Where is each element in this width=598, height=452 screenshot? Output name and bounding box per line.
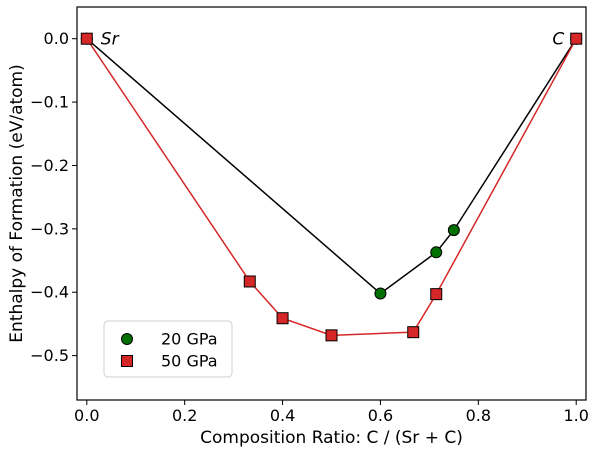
- endpoint-label-1: C: [552, 30, 564, 50]
- ticks-layer: 0.0 0.2 0.4 0.6 0.8 1.0 0.0 −0.1 −0.2 −0.3 −0.4 −0.…: [30, 29, 589, 425]
- legend-label-1: 50 GPa: [161, 352, 218, 371]
- data-point-1-0: [80, 32, 93, 45]
- legend-marker-0: [121, 333, 133, 345]
- legend-box: [103, 320, 233, 378]
- x-tick-label: 0.4: [270, 406, 295, 425]
- x-tick-label: 0.0: [74, 406, 99, 425]
- data-point-0-2: [430, 246, 443, 259]
- series-line-0: [86, 38, 577, 295]
- x-tick-label: 1.0: [563, 406, 588, 425]
- data-point-1-3: [325, 329, 338, 342]
- data-point-1-5: [430, 288, 443, 301]
- y-tick-label: −0.2: [30, 156, 69, 175]
- data-point-1-1: [243, 275, 256, 288]
- y-tick-label: 0.0: [44, 29, 69, 48]
- data-point-0-3: [447, 224, 460, 237]
- y-axis-label: Enthalpy of Formation (eV/atom): [7, 64, 27, 342]
- endpoint-label-0: Sr: [101, 30, 120, 50]
- x-tick-label: 0.2: [172, 406, 197, 425]
- legend: 20 GPa 50 GPa: [103, 320, 233, 378]
- y-tick-label: −0.3: [30, 219, 69, 238]
- data-point-1-6: [570, 32, 583, 45]
- y-tick-label: −0.1: [30, 93, 69, 112]
- data-point-1-4: [407, 326, 420, 339]
- x-tick-label: 0.6: [368, 406, 393, 425]
- y-tick-label: −0.5: [30, 346, 69, 365]
- x-axis-label: Composition Ratio: C / (Sr + C): [200, 428, 463, 448]
- legend-marker-1: [121, 355, 133, 367]
- plot-area: [76, 6, 587, 401]
- legend-label-0: 20 GPa: [161, 330, 218, 349]
- data-point-1-2: [276, 312, 289, 325]
- y-tick-label: −0.4: [30, 283, 69, 302]
- x-tick-label: 0.8: [466, 406, 491, 425]
- axes-frame: [76, 6, 587, 401]
- series-layer: [80, 32, 583, 342]
- series-line-1: [86, 38, 577, 337]
- data-point-0-1: [374, 287, 387, 300]
